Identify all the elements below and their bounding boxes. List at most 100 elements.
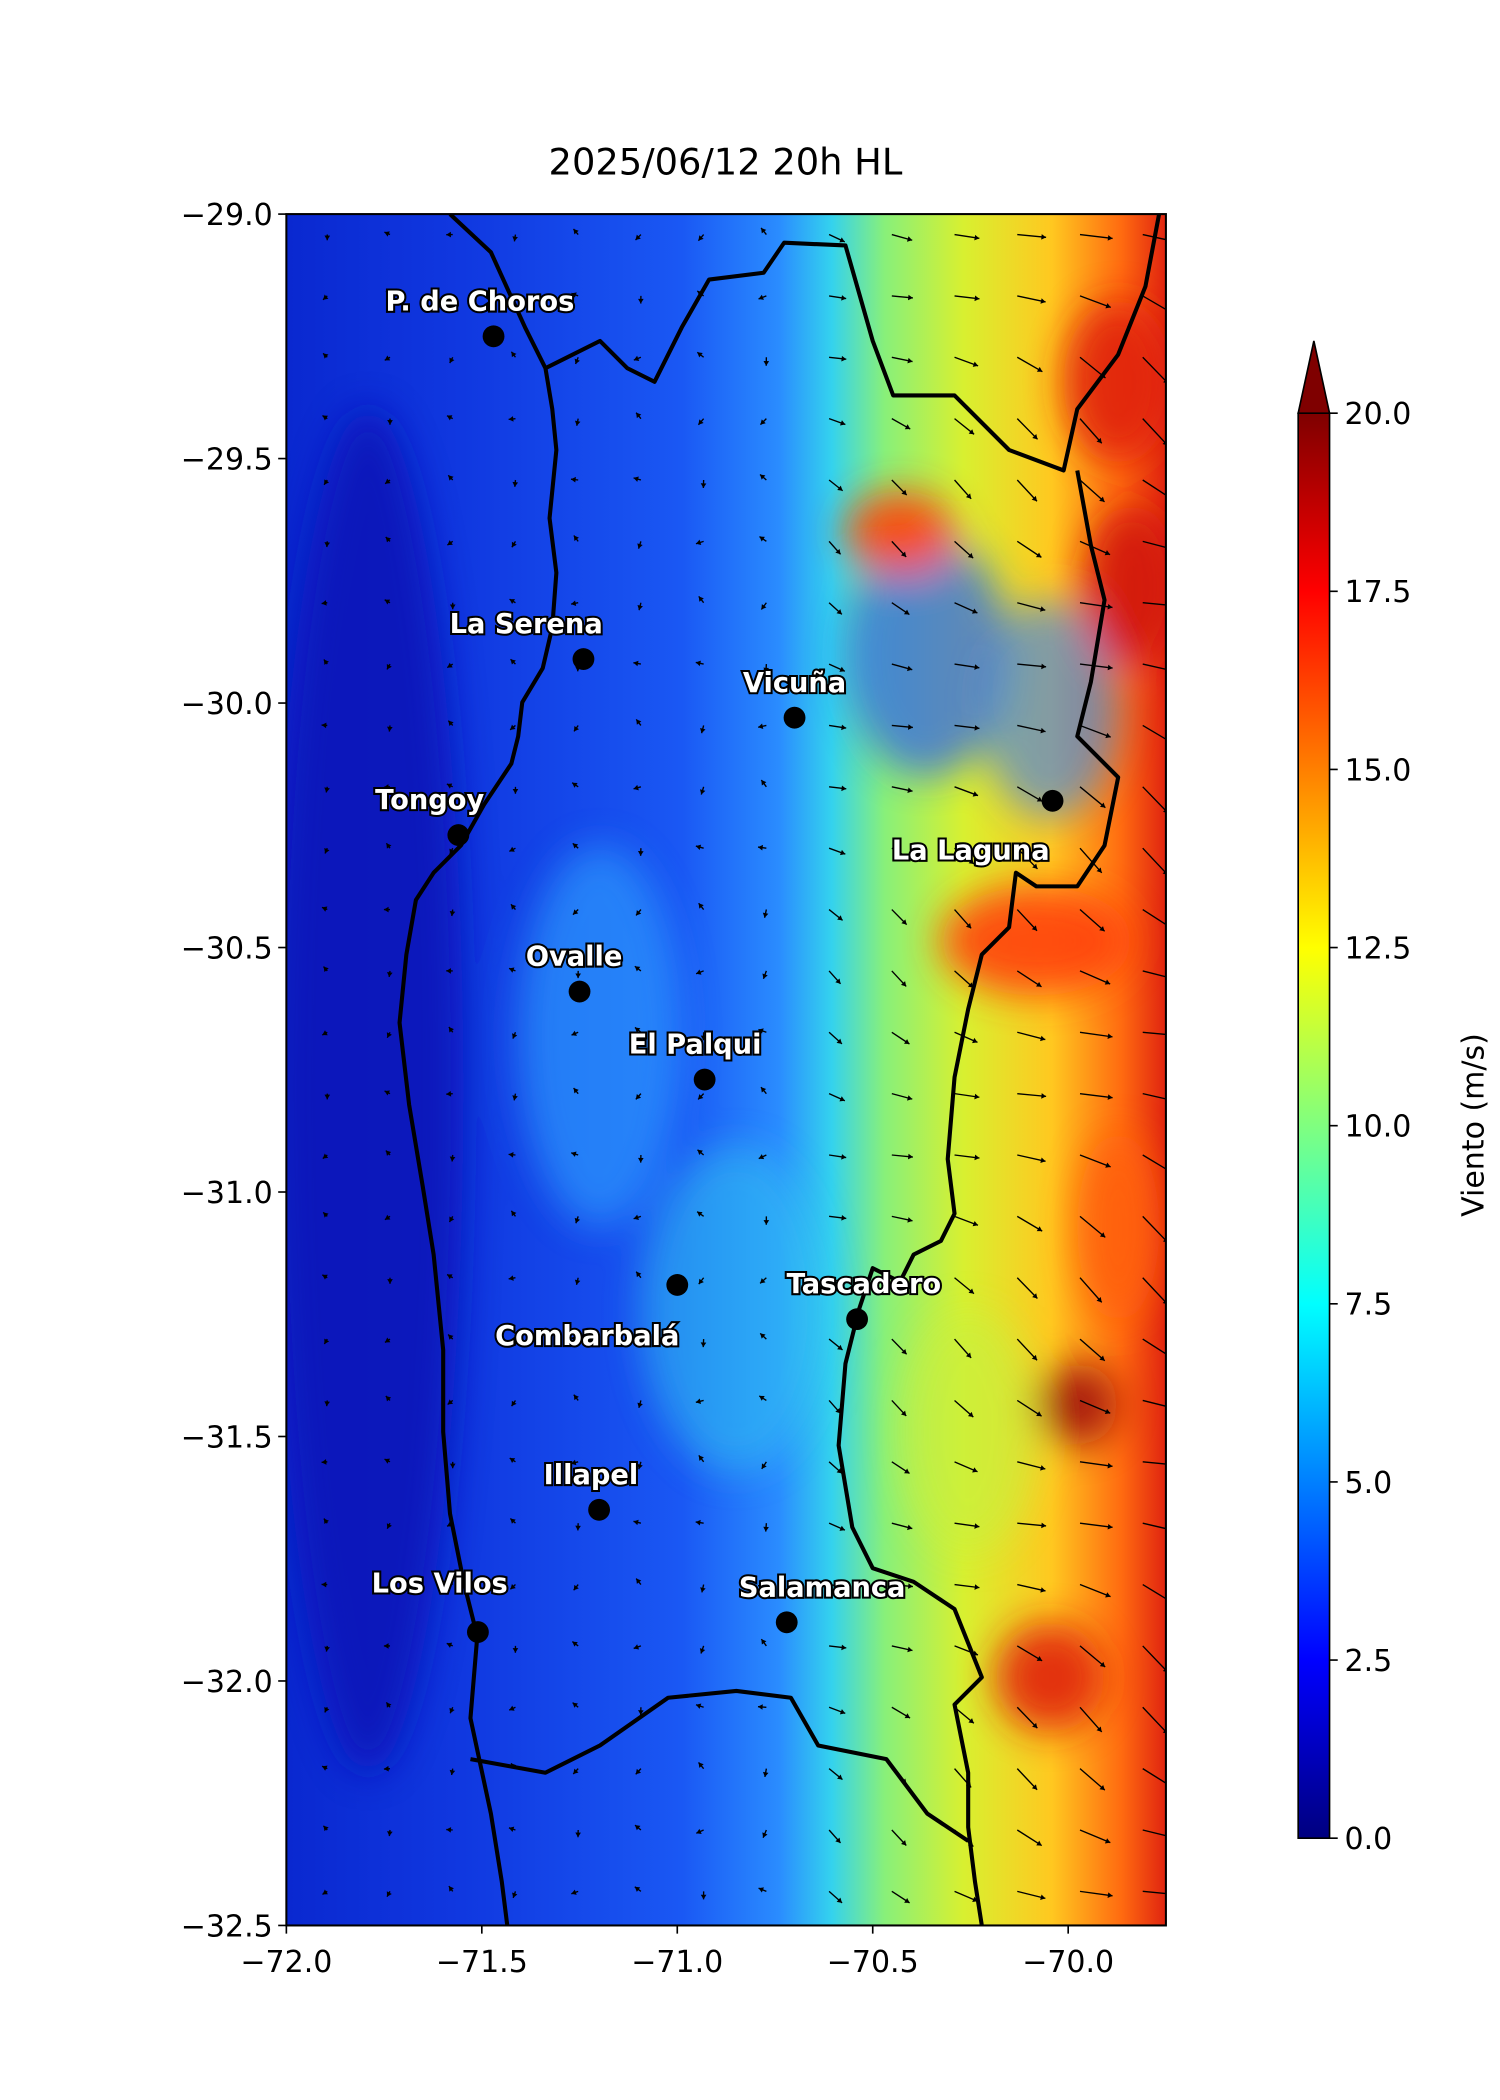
- wind-arrow: [1079, 663, 1113, 669]
- y-tick-label: −29.0: [181, 198, 273, 233]
- wind-arrow-head: [841, 724, 847, 731]
- wind-arrow-head: [1040, 1157, 1046, 1164]
- wind-arrow-head: [1168, 925, 1173, 930]
- wind-arrow-head: [904, 1897, 910, 1903]
- wind-arrow-head: [574, 1279, 581, 1285]
- wind-arrow-head: [1104, 1408, 1111, 1415]
- wind-arrow-head: [760, 474, 766, 480]
- colorbar-tick-label: 0.0: [1345, 1822, 1393, 1857]
- wind-arrow-head: [508, 416, 514, 422]
- wind-arrow-head: [904, 424, 911, 430]
- wind-arrow-head: [697, 352, 703, 358]
- wind-arrow-head: [760, 1333, 766, 1339]
- colorbar-tick-label: 5.0: [1345, 1466, 1393, 1501]
- wind-arrow-head: [1036, 1226, 1043, 1232]
- wind-arrow-head: [1096, 1296, 1102, 1303]
- wind-arrow-head: [387, 1585, 393, 1591]
- wind-arrow-head: [510, 1583, 516, 1590]
- wind-arrow-head: [510, 659, 516, 665]
- wind-arrow-head: [633, 476, 639, 482]
- wind-arrow: [1142, 1829, 1166, 1837]
- wind-arrow-head: [386, 843, 392, 849]
- wind-arrow-head: [1174, 603, 1179, 609]
- wind-arrow: [1142, 418, 1166, 445]
- wind-arrow-head: [322, 1030, 328, 1036]
- wind-arrow-head: [512, 1033, 518, 1039]
- place-marker: [447, 824, 470, 846]
- wind-arrow-head: [841, 1583, 847, 1590]
- wind-arrow: [1142, 724, 1166, 740]
- y-tick-label: −29.5: [181, 442, 273, 477]
- wind-arrow-head: [758, 1154, 765, 1160]
- wind-arrow-head: [572, 782, 578, 788]
- y-tick-label: −31.5: [181, 1420, 273, 1455]
- wind-arrow-head: [696, 1703, 702, 1709]
- wind-arrow: [1079, 1154, 1111, 1168]
- wind-arrow-head: [1173, 239, 1178, 244]
- wind-arrow-head: [635, 1768, 641, 1775]
- wind-arrow-head: [760, 1278, 766, 1284]
- wind-arrow-head: [385, 1395, 392, 1402]
- wind-arrow-head: [758, 294, 764, 300]
- wind-arrow-head: [324, 1707, 330, 1713]
- colorbar-ticks: 0.0 2.5 5.0 7.5 10.0 12.5 15.0 17.5 20.0: [1329, 397, 1411, 1857]
- wind-arrow: [1016, 540, 1042, 558]
- wind-arrow-head: [901, 1348, 907, 1355]
- place-label: El Palqui: [629, 1030, 762, 1061]
- wind-arrow-head: [1104, 550, 1111, 556]
- wind-arrow-head: [387, 971, 393, 977]
- wind-arrow-head: [447, 1399, 454, 1405]
- wind-arrow-head: [509, 846, 515, 852]
- wind-arrow-head: [638, 1157, 644, 1163]
- wind-arrow: [1079, 1031, 1113, 1038]
- wind-arrow: [1079, 1399, 1111, 1414]
- wind-arrow-head: [840, 420, 846, 426]
- wind-arrow-head: [638, 298, 644, 304]
- wind-arrow-head: [1099, 1232, 1106, 1238]
- wind-arrow: [1142, 1461, 1166, 1465]
- wind-arrow-head: [573, 535, 579, 541]
- wind-arrow-head: [835, 548, 841, 555]
- x-tick-label: −71.5: [436, 1945, 528, 1980]
- wind-arrow-head: [323, 353, 329, 359]
- boundaries: [397, 214, 1162, 1926]
- wind-arrow-head: [446, 1827, 452, 1833]
- wind-arrow-head: [972, 1467, 978, 1473]
- wind-arrow-head: [761, 1639, 767, 1645]
- wind-arrow: [1016, 418, 1039, 440]
- wind-arrow-head: [901, 919, 907, 925]
- wind-arrow-head: [700, 1035, 707, 1041]
- wind-arrow-head: [1105, 1162, 1111, 1168]
- wind-arrow-head: [1096, 437, 1102, 444]
- wind-arrow-head: [448, 1579, 454, 1586]
- wind-arrow-head: [763, 1220, 770, 1225]
- wind-arrow-head: [446, 968, 451, 974]
- wind-arrow: [1079, 540, 1111, 556]
- wind-arrow-head: [324, 235, 331, 241]
- wind-arrow: [1079, 724, 1111, 738]
- wind-arrow-head: [571, 292, 577, 298]
- wind-arrow-head: [968, 1288, 974, 1294]
- wind-arrow-head: [696, 969, 702, 975]
- coastline: [397, 214, 559, 1926]
- wind-arrow: [1142, 1522, 1166, 1530]
- colorbar-tick-label: 2.5: [1345, 1644, 1393, 1679]
- wind-arrow-head: [511, 1210, 517, 1217]
- wind-arrow-head: [698, 1278, 704, 1285]
- y-tick-label: −32.5: [181, 1909, 273, 1944]
- wind-arrow-head: [385, 478, 391, 484]
- wind-arrow-head: [835, 1837, 841, 1843]
- wind-arrow-head: [907, 724, 913, 730]
- wind-arrow-head: [758, 1582, 764, 1588]
- wind-arrow-head: [1099, 802, 1106, 808]
- wind-arrow-head: [974, 725, 980, 731]
- wind-arrow-head: [321, 906, 328, 912]
- y-tick-label: −32.0: [181, 1665, 273, 1700]
- wind-arrow-head: [1032, 434, 1038, 440]
- place-label: Tascadero: [787, 1269, 941, 1300]
- wind-arrow-head: [387, 1279, 393, 1284]
- wind-arrow-head: [324, 1401, 330, 1407]
- wind-arrow-head: [1031, 1784, 1038, 1790]
- wind-arrow: [1016, 786, 1043, 802]
- wind-arrow: [1079, 847, 1103, 874]
